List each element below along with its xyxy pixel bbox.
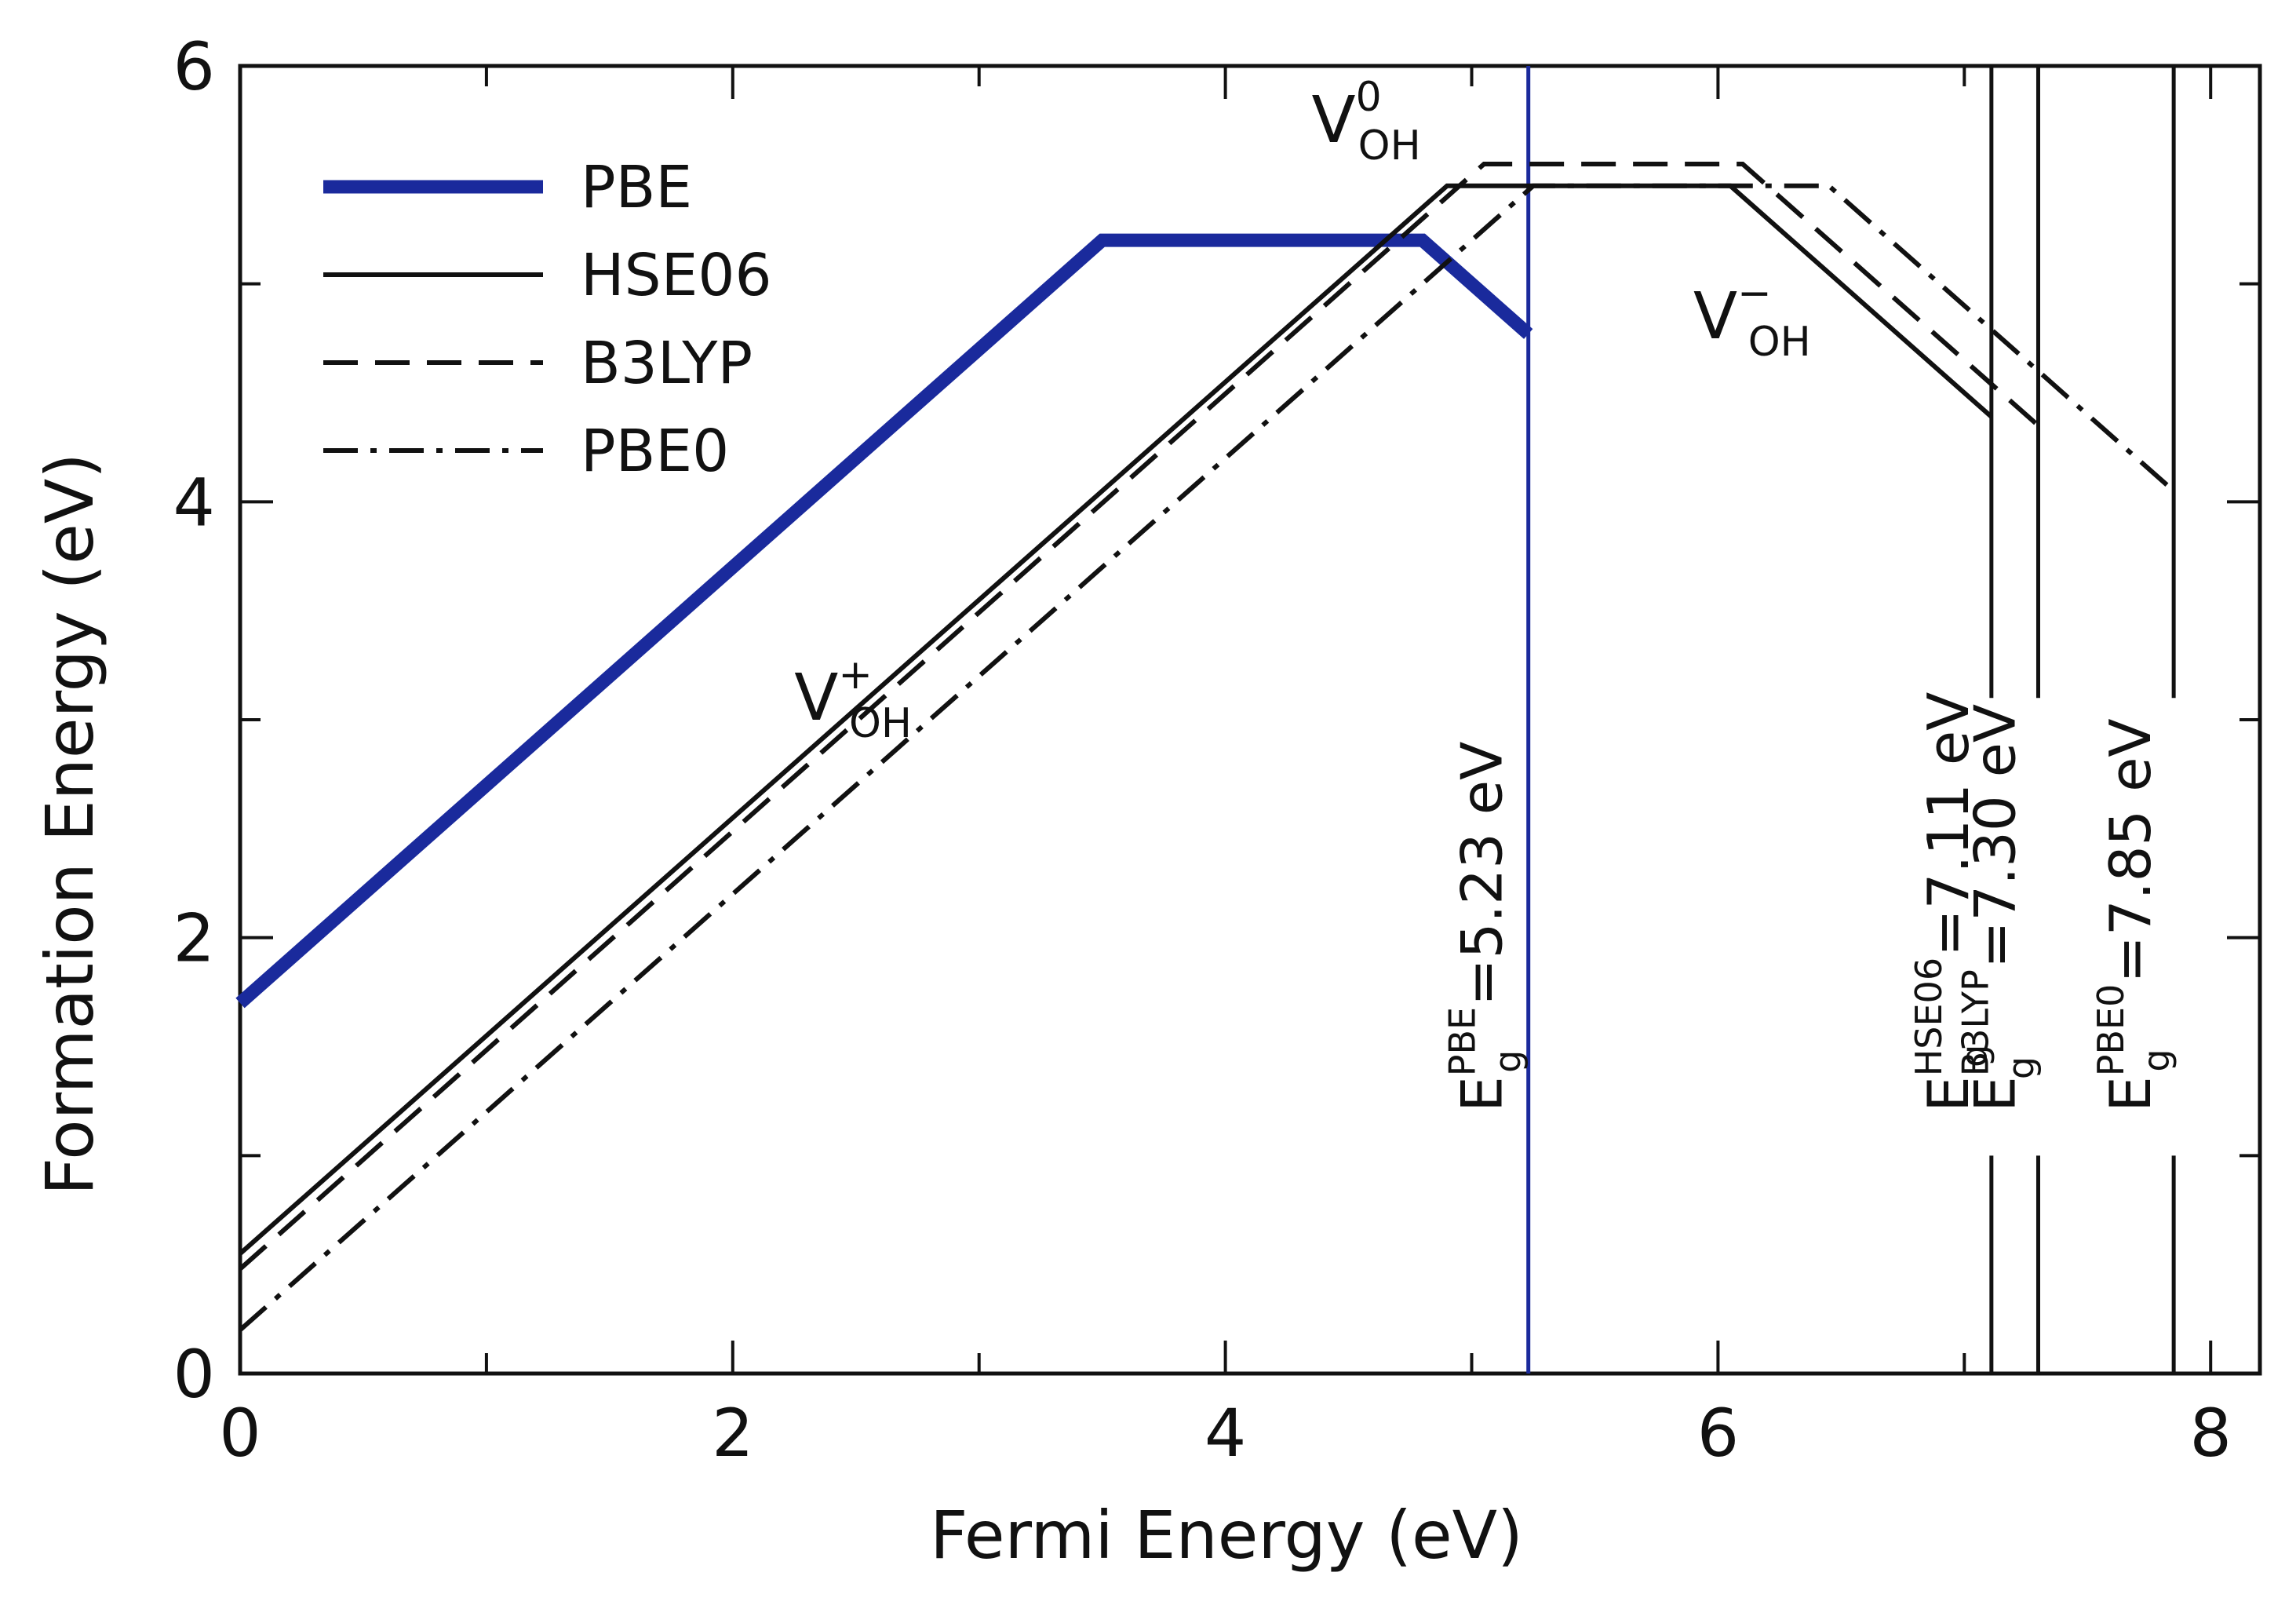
charge-state-label: V− OH: [1693, 270, 1811, 366]
y-axis-title: Formation Energy (eV): [31, 453, 108, 1195]
y-tick-label: 6: [173, 28, 215, 105]
charge-state-label: V+ OH: [794, 651, 912, 747]
band-gap-label: EHSE06g=7.11 eV: [1908, 692, 1995, 1112]
x-tick-label: 0: [219, 1395, 261, 1472]
series-line-pbe0: [239, 183, 2176, 1332]
y-tick-label: 4: [173, 464, 215, 541]
axis-tick-labels: 0 2 4 6 8 0 2 4 6: [173, 28, 2232, 1472]
series-lines: [235, 161, 2176, 1332]
x-axis-title: Fermi Energy (eV): [930, 1497, 1523, 1574]
x-tick-label: 6: [1697, 1395, 1739, 1472]
charge-state-annotations: V+ OH V0 OH V− OH: [794, 74, 1810, 747]
axis-ticks: [239, 64, 2260, 1375]
y-tick-label: 2: [173, 900, 215, 977]
band-gap-label: EPBE0g=7.85 eV: [2090, 718, 2178, 1111]
legend-label-pbe0: PBE0: [581, 418, 729, 485]
legend-label-pbe: PBE: [581, 154, 692, 221]
series-line-b3lyp: [239, 161, 2040, 1271]
x-tick-label: 8: [2189, 1395, 2231, 1472]
legend-label-hse06: HSE06: [581, 242, 772, 309]
charge-state-label: V0 OH: [1311, 74, 1420, 170]
y-tick-label: 0: [173, 1336, 215, 1413]
x-tick-label: 4: [1204, 1395, 1246, 1472]
x-tick-label: 2: [712, 1395, 753, 1472]
band-gap-lines: EPBEg=5.23 eV EHSE06g=7.11 eVEB3LYPg=7.30…: [1441, 66, 2178, 1374]
legend-label-b3lyp: B3LYP: [581, 330, 753, 397]
band-gap-label: EB3LYPg=7.30 eV: [1954, 704, 2042, 1112]
series-line-pbe: [235, 233, 1533, 1009]
legend: PBE HSE06 B3LYP PBE0: [323, 154, 772, 485]
band-gap-label: EPBEg=5.23 eV: [1441, 742, 1529, 1112]
